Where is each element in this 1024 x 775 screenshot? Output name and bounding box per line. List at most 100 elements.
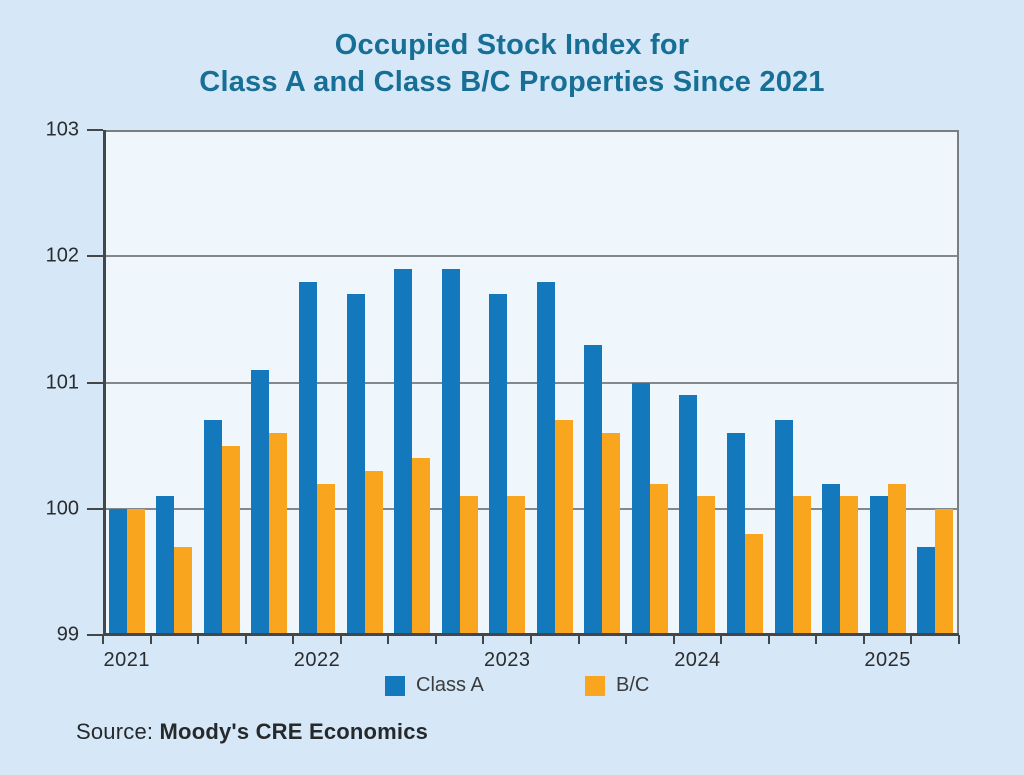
bar-pair-2021-q2 [151,130,199,635]
x-axis-tick-mark-5 [339,635,342,644]
plot-border-top [103,130,959,132]
bar-pair-2022-q1 [293,130,341,635]
bar-b-c-2024-q2 [744,534,763,635]
bar-b-c-2023-q4 [649,483,668,635]
source-name: Moody's CRE Economics [159,719,429,744]
bar-pair-2023-q4 [626,130,674,635]
bar-b-c-2023-q1 [507,496,526,635]
bar-class-a-2023-q1 [489,294,508,635]
bar-b-c-2024-q4 [840,496,859,635]
y-axis-tick-mark-101 [87,381,103,384]
x-axis-year-label-2023: 2023 [483,649,531,671]
bar-class-a-2021-q2 [156,496,175,635]
bar-pair-2022-q4 [436,130,484,635]
bar-class-a-2025-q2 [917,546,936,635]
bar-class-a-2023-q3 [584,344,603,635]
source-prefix: Source: [76,719,160,744]
bar-b-c-2022-q3 [412,458,431,635]
bc-legend-label: B/C [616,674,650,696]
bar-class-a-2024-q4 [822,483,841,635]
bar-b-c-2021-q2 [174,546,193,635]
x-axis-tick-mark-1 [149,635,152,644]
x-axis-tick-mark-14 [767,635,770,644]
bar-class-a-2024-q3 [774,420,793,635]
bar-class-a-2022-q2 [346,294,365,635]
bar-b-c-2021-q1 [126,508,145,635]
x-axis-tick-mark-12 [672,635,675,644]
x-axis-tick-mark-16 [862,635,865,644]
bar-class-a-2022-q4 [441,268,460,635]
legend: Class A B/C [0,674,1024,698]
bar-class-a-2023-q2 [536,281,555,635]
y-axis-tick-mark-103 [87,129,103,131]
class-a-legend-swatch [385,675,405,696]
x-axis-year-label-2021: 2021 [103,649,151,671]
y-axis-tick-label-100: 100 [45,497,79,520]
plot-border-right [957,130,959,635]
y-axis-tick-label-103: 103 [45,118,79,141]
bar-b-c-2022-q4 [459,496,478,635]
bar-b-c-2023-q2 [554,420,573,635]
x-axis-tick-mark-17 [910,635,913,644]
x-axis-tick-mark-8 [482,635,485,644]
y-axis-tick-mark-100 [87,507,103,510]
bar-pair-2024-q1 [674,130,722,635]
bar-pair-2024-q3 [769,130,817,635]
source-attribution: Source: Moody's CRE Economics [76,719,428,745]
bar-pair-2022-q3 [388,130,436,635]
y-axis-tick-label-99: 99 [56,623,79,646]
x-axis-year-label-2022: 2022 [293,649,341,671]
bc-legend-swatch [585,675,605,696]
bar-pair-2021-q1 [103,130,151,635]
x-axis-tick-mark-11 [625,635,628,644]
bar-pair-2021-q3 [198,130,246,635]
x-axis-tick-mark-10 [577,635,580,644]
bar-b-c-2022-q2 [364,470,383,635]
bar-pair-2023-q2 [531,130,579,635]
x-axis-line [103,633,959,636]
bar-class-a-2021-q4 [251,369,270,635]
y-axis-tick-label-102: 102 [45,244,79,267]
x-axis-tick-mark-3 [244,635,247,644]
x-axis-tick-mark-18 [958,635,960,644]
bar-pair-2023-q1 [483,130,531,635]
chart-title-line-2: Class A and Class B/C Properties Since 2… [199,66,825,98]
legend-item-bc: B/C [585,674,649,697]
bar-b-c-2024-q3 [792,496,811,635]
bar-class-a-2025-q1 [869,496,888,635]
y-axis-tick-label-101: 101 [45,371,79,393]
bar-b-c-2021-q3 [221,445,240,635]
x-axis-year-label-2024: 2024 [674,649,721,671]
bar-class-a-2022-q1 [298,281,317,635]
bar-class-a-2022-q3 [394,268,413,635]
plot-area: 99 100 101 102 103 2021 2022 2023 2024 2025 [46,119,960,671]
class-a-legend-label: Class A [416,674,484,696]
x-axis-tick-mark-15 [815,635,818,644]
bar-b-c-2025-q2 [935,508,954,635]
gridline-102 [103,255,959,258]
bar-b-c-2025-q1 [887,483,906,635]
bar-pair-2024-q2 [721,130,769,635]
bar-pair-2023-q3 [579,130,627,635]
x-axis-tick-mark-9 [530,635,532,644]
bar-b-c-2021-q4 [269,433,288,635]
legend-item-class-a: Class A [385,674,484,697]
x-axis-tick-mark-6 [387,635,390,644]
gridline-100 [103,507,959,510]
bar-class-a-2021-q1 [108,508,127,635]
bar-pair-2025-q2 [911,130,959,635]
x-axis-tick-mark-2 [197,635,200,644]
bar-pair-2024-q4 [816,130,864,635]
x-axis-tick-mark-7 [434,635,437,644]
bar-b-c-2022-q1 [316,483,335,635]
x-axis-tick-mark-4 [292,635,295,644]
bar-class-a-2021-q3 [203,420,222,635]
x-axis-tick-mark-13 [720,635,723,644]
gridline-101 [103,381,959,384]
bar-b-c-2023-q3 [602,433,621,635]
x-axis-tick-mark-0 [102,635,104,644]
chart-title: Occupied Stock Index for Class A and Cla… [0,27,1024,101]
bar-pair-2021-q4 [246,130,294,635]
bar-class-a-2024-q1 [679,395,698,635]
